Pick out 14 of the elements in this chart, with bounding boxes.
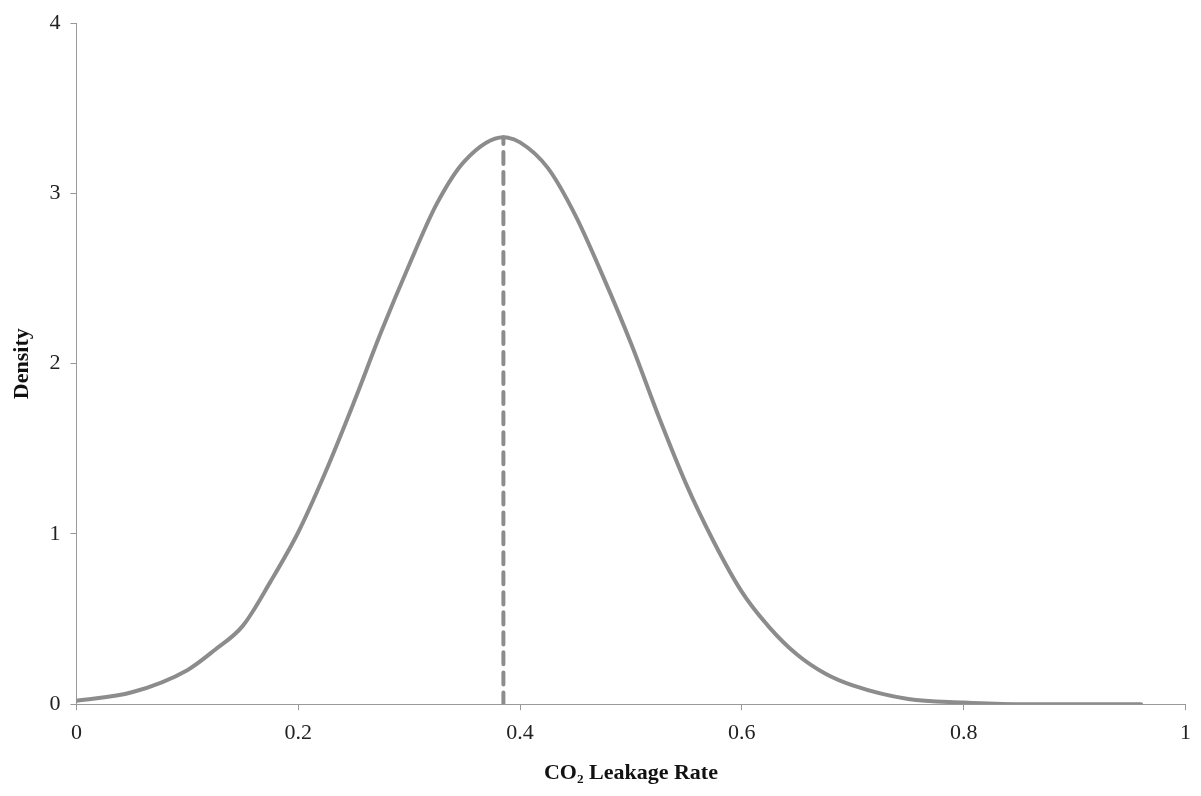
x-tick-label: 0.6 — [728, 719, 756, 745]
y-tick-label: 1 — [49, 519, 61, 545]
y-tick-label: 0 — [49, 689, 61, 715]
x-tick-label: 1 — [1180, 719, 1191, 745]
x-tick-label: 0.8 — [949, 719, 978, 745]
x-tick-label: 0.2 — [284, 719, 312, 745]
x-axis-title: CO₂ Leakage Rate — [543, 759, 719, 785]
x-tick-label: 0 — [70, 719, 82, 745]
y-tick-label: 2 — [49, 349, 61, 375]
y-tick-label: 3 — [49, 179, 61, 205]
y-axis-title: Density — [7, 328, 33, 400]
line-series — [76, 135, 1144, 705]
x-tick-label: 0.4 — [506, 719, 534, 745]
y-tick-label: 4 — [49, 8, 61, 34]
